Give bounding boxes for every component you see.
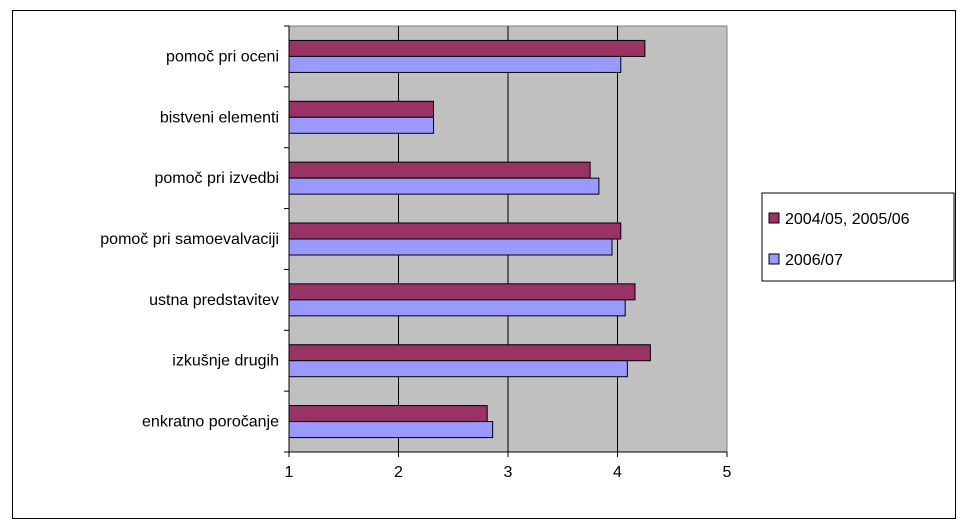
axes [284,25,728,457]
bar [288,405,488,423]
bar [288,360,628,378]
legend-swatch-1 [768,212,780,224]
bar [288,299,626,317]
x-tick-label: 4 [613,464,622,481]
category-label: izkušnje drugih [172,353,279,370]
x-tick-labels: 1 2 3 4 5 [285,464,732,481]
bar [288,283,636,301]
x-tick-label: 3 [504,464,513,481]
bar [288,39,646,57]
x-tick-label: 2 [394,464,403,481]
bar [288,238,613,256]
legend-swatch-2 [768,253,780,265]
category-label: ustna predstavitev [149,292,279,309]
bar [288,222,622,240]
bars [288,39,651,439]
legend-label-1: 2004/05, 2005/06 [785,211,910,228]
category-labels: pomoč pri oceni bistveni elementi pomoč pr… [100,48,279,430]
bar [288,177,600,195]
category-label: enkratno poročanje [142,414,279,431]
bar [288,161,591,179]
x-tick-label: 1 [285,464,294,481]
bar [288,100,435,118]
x-tick-label: 5 [723,464,732,481]
bar [288,116,435,134]
legend-box [761,192,955,282]
bar [288,421,494,439]
category-label: pomoč pri samoevalvaciji [100,231,279,248]
bar [288,344,651,362]
legend: 2004/05, 2005/06 2006/07 [761,192,955,282]
category-label: pomoč pri oceni [166,48,279,65]
category-label: pomoč pri izvedbi [155,170,280,187]
legend-label-2: 2006/07 [785,252,843,269]
bar [288,55,622,73]
category-label: bistveni elementi [160,109,279,126]
